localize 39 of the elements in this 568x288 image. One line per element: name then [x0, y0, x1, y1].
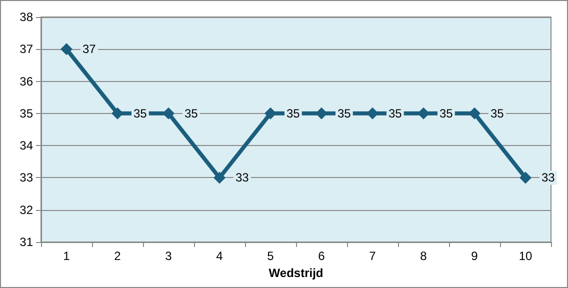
data-label: 33: [236, 170, 250, 185]
data-label: 35: [184, 106, 198, 120]
point: [264, 107, 276, 120]
x-tick-label: 6: [318, 249, 326, 263]
y-tick-label: 34: [20, 138, 34, 153]
x-tick-label: 8: [420, 249, 428, 263]
point: [60, 43, 72, 56]
data-label: 35: [440, 106, 454, 120]
x-tick-label: 2: [114, 249, 122, 263]
x-tick-label: 5: [267, 249, 274, 263]
x-tick-label: 3: [165, 249, 172, 263]
point: [366, 107, 378, 120]
point: [468, 107, 480, 120]
y-tick-label: 32: [20, 202, 34, 217]
data-label: 35: [134, 106, 148, 120]
data-label: 37: [82, 42, 96, 56]
data-label: 33: [542, 170, 556, 185]
y-tick-label: 31: [20, 235, 34, 249]
point: [112, 107, 124, 120]
data-label: 35: [490, 106, 504, 120]
data-label: 35: [338, 106, 352, 120]
x-axis-title: Wedstrijd: [268, 266, 324, 280]
y-tick-label: 33: [20, 170, 34, 185]
data-label: 35: [388, 106, 402, 120]
x-tick-label: 10: [518, 249, 532, 263]
point: [162, 107, 174, 120]
y-tick-label: 37: [20, 42, 34, 56]
x-tick-label: 4: [216, 249, 224, 263]
point: [520, 172, 532, 184]
y-tick-label: 38: [20, 10, 34, 24]
y-tick-label: 35: [20, 106, 34, 120]
y-tick-label: 36: [20, 74, 34, 88]
point: [214, 172, 226, 184]
data-label: 35: [286, 106, 300, 120]
point: [316, 107, 328, 120]
x-tick-label: 1: [63, 249, 70, 263]
point: [418, 107, 430, 120]
x-tick-label: 9: [471, 249, 478, 263]
x-tick-label: 7: [369, 249, 376, 263]
